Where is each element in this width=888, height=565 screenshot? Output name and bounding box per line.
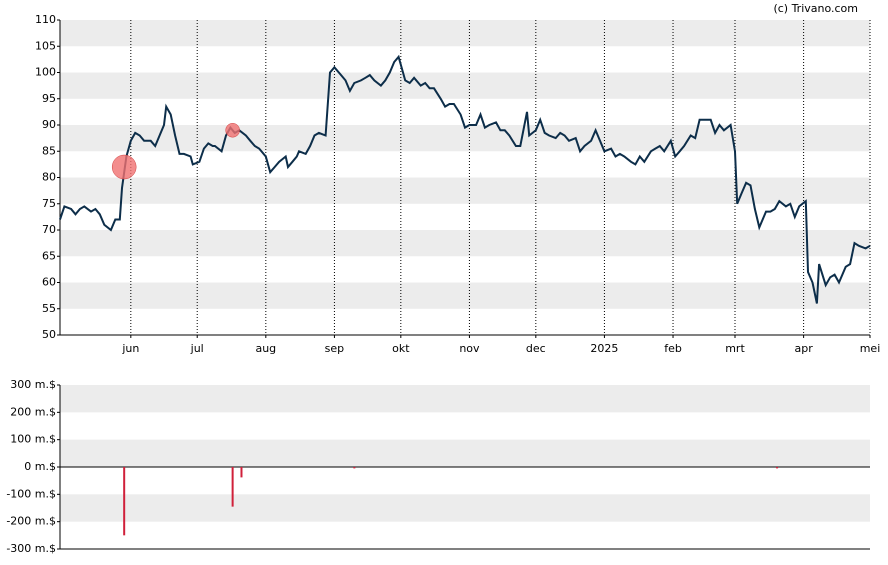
grid-band	[60, 385, 870, 413]
bar	[240, 467, 243, 478]
price-line	[59, 54, 871, 304]
y-tick-label: 80	[42, 171, 56, 184]
y-tick-label: -300 m.$	[6, 542, 56, 555]
grid-band	[60, 282, 870, 309]
x-tick-label: jul	[190, 342, 204, 355]
bar	[231, 467, 234, 507]
x-tick-label: nov	[459, 342, 480, 355]
y-tick-label: 50	[42, 328, 56, 341]
y-tick-label: 110	[35, 13, 56, 26]
credit: (c) Trivano.com	[773, 2, 858, 15]
y-tick-label: 0 m.$	[24, 460, 56, 473]
x-tick-label: 2025	[590, 342, 618, 355]
y-tick-label: 300 m.$	[10, 378, 56, 391]
x-tick-label: aug	[255, 342, 276, 355]
x-tick-label: feb	[664, 342, 682, 355]
x-tick-label: jun	[121, 342, 139, 355]
y-tick-label: 105	[35, 39, 56, 52]
y-tick-label: 100 m.$	[10, 433, 56, 446]
grid-band	[60, 439, 870, 467]
x-tick-label: mrt	[725, 342, 745, 355]
grid-band	[60, 20, 870, 47]
y-tick-label: 200 m.$	[10, 405, 56, 418]
x-tick-label: dec	[526, 342, 546, 355]
y-tick-label: -100 m.$	[6, 487, 56, 500]
y-tick-label: 95	[42, 92, 56, 105]
trade-marker	[111, 154, 137, 180]
y-tick-label: 70	[42, 223, 56, 236]
grid-band	[60, 230, 870, 257]
bar	[776, 467, 779, 469]
y-tick-label: 75	[42, 197, 56, 210]
y-tick-label: 85	[42, 144, 56, 157]
y-tick-label: 90	[42, 118, 56, 131]
bar	[353, 467, 356, 469]
grid-band	[60, 177, 870, 204]
x-tick-label: sep	[325, 342, 344, 355]
y-tick-label: 60	[42, 276, 56, 289]
x-tick-label: okt	[392, 342, 410, 355]
y-tick-label: 65	[42, 249, 56, 262]
x-tick-label: apr	[794, 342, 813, 355]
y-tick-label: -200 m.$	[6, 515, 56, 528]
grid-band	[60, 125, 870, 152]
trade-marker	[225, 123, 240, 138]
x-tick-label: mei	[860, 342, 881, 355]
grid-band	[60, 72, 870, 99]
y-tick-label: 55	[42, 302, 56, 315]
bar	[123, 467, 126, 536]
grid-band	[60, 494, 870, 522]
y-tick-label: 100	[35, 66, 56, 79]
